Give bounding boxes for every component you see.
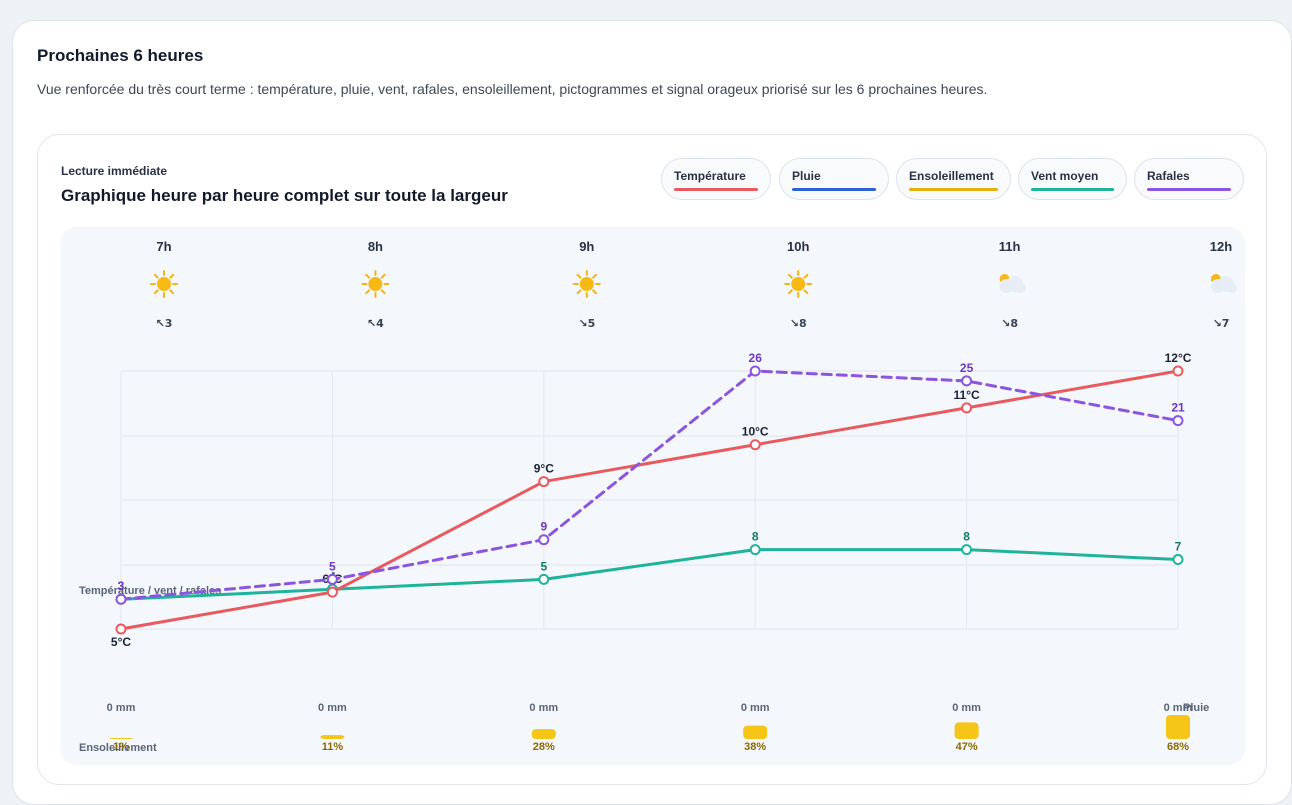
partly-cloudy-icon: [1211, 274, 1237, 293]
data-label-gust: 3: [118, 579, 125, 593]
data-point-temp: [961, 402, 973, 414]
sunshine-label: 38%: [744, 741, 766, 753]
chart-plot-area: 7h ↖3 8h ↖4 9h ↘5 10h ↘8 11h ↘8 12h ↘7 Température /…: [60, 227, 1245, 765]
legend-swatch: [1031, 188, 1114, 191]
hour-label: 10h: [787, 239, 809, 254]
chart-card: Lecture immédiate Graphique heure par he…: [37, 134, 1267, 785]
data-label-temp: 10°C: [742, 425, 769, 439]
hour-label: 12h: [1210, 239, 1232, 254]
data-point-temp: [115, 623, 127, 635]
legend-swatch: [674, 188, 758, 191]
legend-swatch: [792, 188, 876, 191]
data-point-gust: [1172, 415, 1184, 427]
legend-label: Rafales: [1147, 169, 1190, 183]
section-title: Prochaines 6 heures: [37, 46, 204, 65]
rain-amount: 0 mm: [952, 702, 981, 714]
series-line-gust: [119, 369, 1180, 601]
sunshine-bar: [109, 738, 133, 739]
sunshine-label: 1%: [113, 741, 129, 753]
data-point-gust: [326, 573, 338, 585]
data-point-wind: [961, 544, 973, 556]
wind-direction-label: ↖4: [367, 317, 384, 330]
partly-cloudy-icon: [999, 274, 1026, 293]
hour-label: 9h: [579, 239, 594, 254]
legend-swatch: [1147, 188, 1231, 191]
data-label-gust: 25: [960, 361, 974, 375]
hour-label: 11h: [999, 239, 1021, 254]
data-label-temp: 9°C: [534, 462, 554, 476]
legend-sunshine[interactable]: Ensoleillement: [896, 158, 1011, 200]
wind-direction-label: ↘5: [578, 317, 595, 330]
sunshine-bar: [320, 735, 345, 739]
sunshine-label: 68%: [1167, 741, 1189, 753]
data-point-temp: [749, 439, 761, 451]
legend-label: Température: [674, 169, 746, 183]
wind-direction-label: ↘8: [1001, 317, 1018, 330]
legend-gusts[interactable]: Rafales: [1134, 158, 1244, 200]
legend-label: Vent moyen: [1031, 169, 1099, 183]
data-label-wind: 3: [118, 579, 125, 593]
hour-label: 8h: [368, 239, 383, 254]
rain-amount: 0 mm: [529, 702, 558, 714]
hour-label: 7h: [156, 239, 171, 254]
forecast-section: Prochaines 6 heures Vue renforcée du trè…: [12, 20, 1292, 805]
section-description: Vue renforcée du très court terme : temp…: [37, 81, 988, 97]
sun-icon: [150, 270, 178, 298]
data-point-wind: [1172, 554, 1184, 566]
series-line-wind: [119, 548, 1180, 601]
data-point-gust: [538, 534, 550, 546]
sun-icon: [361, 270, 390, 298]
card-kicker: Lecture immédiate: [61, 164, 168, 178]
data-point-gust: [115, 593, 127, 605]
data-label-temp: 11°C: [954, 388, 980, 402]
legend-temperature[interactable]: Température: [661, 158, 771, 200]
data-point-gust: [961, 375, 973, 387]
rain-amount: 0 mm: [107, 702, 136, 714]
data-label-gust: 5: [329, 559, 336, 573]
legend-wind[interactable]: Vent moyen: [1018, 158, 1127, 200]
data-point-wind: [538, 573, 550, 585]
data-point-wind: [749, 544, 761, 556]
series-line-temp: [119, 369, 1180, 631]
data-label-gust: 26: [749, 351, 763, 365]
data-label-wind: 5: [540, 559, 547, 573]
legend-swatch: [909, 188, 998, 191]
sun-icon: [572, 270, 601, 298]
legend-rain[interactable]: Pluie: [779, 158, 889, 200]
rain-amount: 0 mm: [1164, 702, 1193, 714]
sun-icon: [784, 270, 813, 298]
data-label-wind: 8: [752, 530, 759, 544]
sunshine-axis-label: Ensoleillement: [79, 742, 157, 754]
rain-amount: 0 mm: [318, 702, 347, 714]
rain-axis-label: Pluie: [1183, 702, 1209, 714]
data-point-temp: [326, 586, 338, 598]
data-label-gust: 21: [1171, 401, 1185, 415]
data-point-temp: [1172, 365, 1184, 377]
sunshine-label: 11%: [322, 741, 344, 753]
wind-direction-label: ↘8: [790, 317, 807, 330]
sunshine-bar: [743, 725, 768, 739]
data-label-wind: 7: [1175, 540, 1182, 554]
legend-label: Pluie: [792, 169, 821, 183]
data-label-temp: 12°C: [1165, 351, 1192, 365]
card-heading: Graphique heure par heure complet sur to…: [61, 186, 508, 205]
data-label-temp: 5°C: [111, 635, 131, 649]
data-point-temp: [538, 476, 550, 488]
sunshine-bar: [954, 722, 979, 739]
sunshine-bar: [531, 729, 556, 739]
sunshine-label: 47%: [956, 741, 978, 753]
rain-amount: 0 mm: [741, 702, 770, 714]
data-label-gust: 9: [540, 520, 547, 534]
data-label-wind: 8: [963, 530, 970, 544]
sunshine-label: 28%: [533, 741, 555, 753]
sunshine-bar: [1166, 715, 1190, 739]
wind-direction-label: ↘7: [1213, 317, 1230, 330]
wind-direction-label: ↖3: [156, 317, 173, 330]
legend-label: Ensoleillement: [909, 169, 994, 183]
data-point-gust: [749, 365, 761, 377]
